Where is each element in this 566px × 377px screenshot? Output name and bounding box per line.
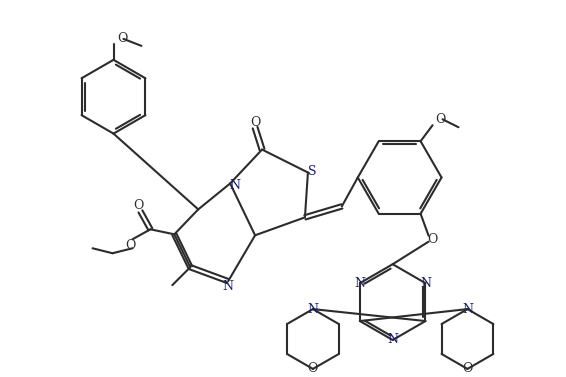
Text: O: O xyxy=(462,362,473,375)
Text: N: N xyxy=(387,334,398,346)
Text: O: O xyxy=(118,32,128,45)
Text: N: N xyxy=(420,277,431,290)
Text: N: N xyxy=(354,277,366,290)
Text: O: O xyxy=(427,233,438,246)
Text: N: N xyxy=(230,179,241,192)
Text: O: O xyxy=(250,116,260,129)
Text: O: O xyxy=(308,362,318,375)
Text: O: O xyxy=(133,199,144,212)
Text: N: N xyxy=(462,303,473,316)
Text: N: N xyxy=(222,280,234,293)
Text: N: N xyxy=(307,303,319,316)
Text: S: S xyxy=(308,165,316,178)
Text: O: O xyxy=(436,113,446,126)
Text: O: O xyxy=(125,239,136,252)
